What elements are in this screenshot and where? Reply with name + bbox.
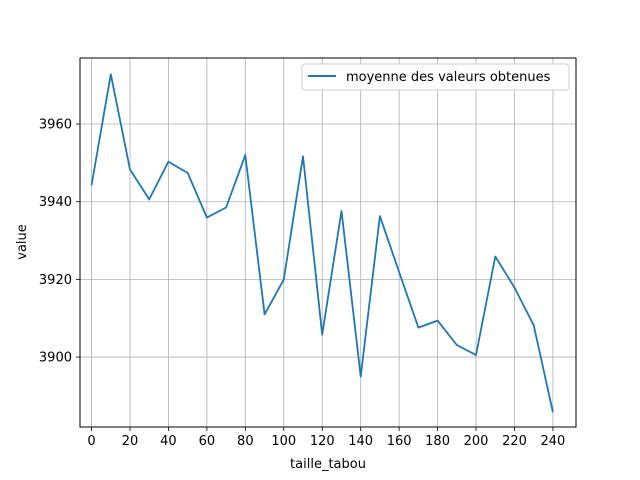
x-tick-label: 80 (237, 434, 254, 449)
x-axis-label: taille_tabou (290, 457, 366, 472)
x-tick-label: 160 (387, 434, 412, 449)
y-tick-label: 3900 (39, 351, 72, 366)
legend-label: moyenne des valeurs obtenues (346, 70, 551, 85)
x-tick-label: 220 (502, 434, 527, 449)
y-tick-label: 3960 (39, 118, 72, 133)
grid-lines (80, 58, 576, 427)
plot-area-frame (79, 57, 577, 428)
axis-ticks: 0 20 40 60 80 100 120 140 160 180 200 220 240 3900 392… (39, 118, 565, 449)
x-tick-label: 0 (87, 434, 95, 449)
series-layer (90, 73, 554, 413)
series-line (90, 73, 554, 413)
x-tick-label: 180 (425, 434, 450, 449)
x-tick-label: 140 (348, 434, 373, 449)
y-axis-label: value (15, 224, 30, 260)
x-tick-label: 120 (310, 434, 335, 449)
legend-box (301, 63, 570, 91)
x-tick-label: 200 (464, 434, 489, 449)
x-tick-label: 100 (271, 434, 296, 449)
x-tick-label: 40 (160, 434, 177, 449)
x-tick-label: 60 (199, 434, 216, 449)
y-tick-label: 3940 (39, 195, 72, 210)
y-tick-label: 3920 (39, 273, 72, 288)
x-tick-label: 20 (122, 434, 139, 449)
legend: moyenne des valeurs obtenues (301, 63, 570, 91)
x-tick-label: 240 (541, 434, 566, 449)
